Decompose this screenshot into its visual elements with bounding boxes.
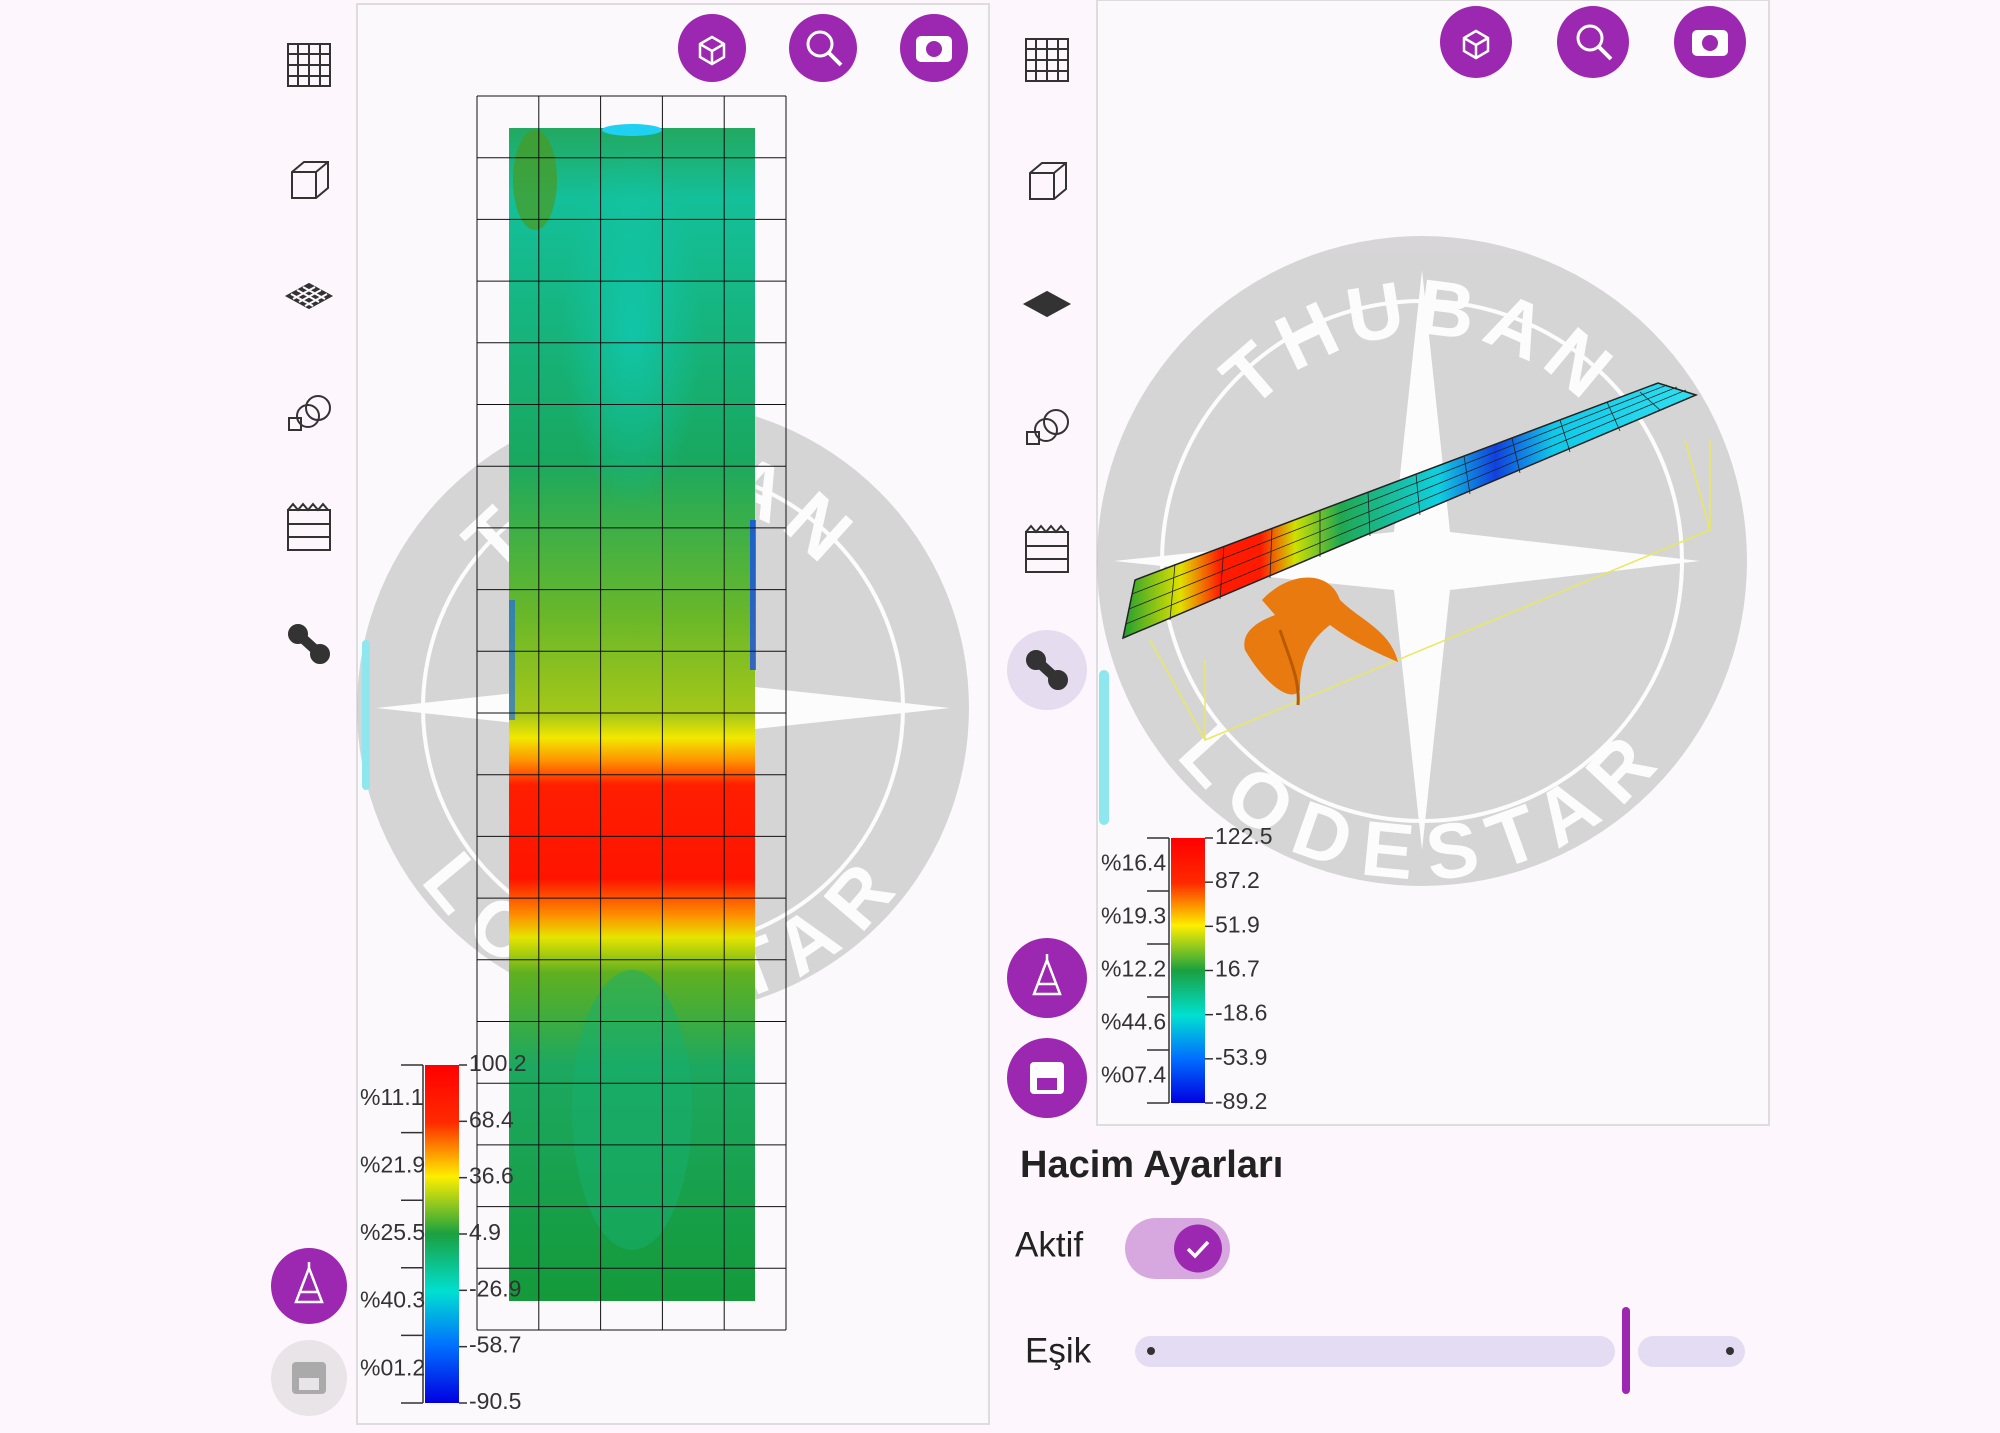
scan-button[interactable]	[1007, 938, 1087, 1018]
threshold-label: Eşik	[1025, 1331, 1092, 1370]
soil-icon[interactable]	[1025, 524, 1069, 573]
legend-percent: %11.1	[360, 1084, 424, 1110]
slider-track[interactable]	[1135, 1336, 1615, 1367]
legend-value: 122.5	[1215, 823, 1273, 849]
check-mark	[1186, 1240, 1210, 1259]
layers-icon[interactable]	[1026, 409, 1069, 445]
top-buttons	[678, 14, 968, 82]
right-view: THUBAN LODESTAR	[1007, 0, 1770, 1126]
legend-percent: %21.9	[360, 1151, 425, 1177]
legend-value: -90.5	[469, 1388, 521, 1414]
legend-value: 68.4	[469, 1106, 514, 1132]
legend-value: -89.2	[1215, 1088, 1267, 1114]
slider-track-end	[1638, 1336, 1745, 1367]
heatmap	[509, 124, 756, 1301]
legend-percent: %16.4	[1101, 850, 1166, 876]
cube-icon[interactable]	[1029, 162, 1067, 200]
soil-icon[interactable]	[287, 502, 331, 551]
scan-button[interactable]	[271, 1248, 347, 1324]
slider-thumb[interactable]	[1622, 1307, 1630, 1394]
view-3d-button[interactable]	[1440, 6, 1512, 78]
toggle-thumb	[1174, 1224, 1222, 1273]
legend-value: -53.9	[1215, 1044, 1267, 1070]
tunnel-icon[interactable]	[288, 624, 330, 664]
layers-icon[interactable]	[288, 395, 331, 431]
top-buttons	[1440, 6, 1746, 78]
volume-settings: Hacim Ayarları Aktif Eşik	[1015, 1144, 1745, 1394]
legend-value: 36.6	[469, 1163, 514, 1189]
grid-icon[interactable]	[287, 43, 331, 87]
settings-title: Hacim Ayarları	[1020, 1144, 1283, 1186]
zoom-reset-button[interactable]	[1557, 6, 1629, 78]
legend-value: 87.2	[1215, 867, 1260, 893]
legend-percent: %19.3	[1101, 903, 1166, 929]
tunnel-icon[interactable]	[1026, 650, 1068, 690]
left-view: THUBAN LODESTAR	[271, 3, 990, 1425]
drawer-handle[interactable]	[1099, 670, 1109, 825]
surface-icon[interactable]	[284, 282, 334, 310]
legend-percent: %01.2	[360, 1354, 425, 1380]
active-label: Aktif	[1015, 1225, 1083, 1264]
legend-value: 100.2	[469, 1050, 527, 1076]
color-legend: 100.2 68.4 36.6 4.9 -26.9 -58.7 -90.5 %11.1 %21.…	[360, 1050, 527, 1414]
volume-3d	[1121, 382, 1711, 741]
legend-percent: %40.3	[360, 1287, 425, 1313]
legend-value: -58.7	[469, 1332, 521, 1358]
legend-percent: %44.6	[1101, 1009, 1166, 1035]
legend-percent: %12.2	[1101, 956, 1166, 982]
color-legend: 122.5 87.2 51.9 16.7 -18.6 -53.9 -89.2 %16.4 %19…	[1101, 823, 1273, 1114]
toggle-knob	[1174, 1224, 1222, 1273]
legend-value: -18.6	[1215, 1000, 1267, 1026]
legend-percent: %25.5	[360, 1219, 425, 1245]
cube-icon[interactable]	[291, 161, 329, 199]
view-3d-button[interactable]	[678, 14, 746, 82]
drawer-handle[interactable]	[362, 640, 370, 790]
zoom-reset-button[interactable]	[789, 14, 857, 82]
legend-value: 51.9	[1215, 911, 1260, 937]
toolbar	[1007, 38, 1087, 710]
legend-percent: %07.4	[1101, 1062, 1166, 1088]
surface-icon[interactable]	[1022, 290, 1072, 318]
legend-value: -26.9	[469, 1275, 521, 1301]
legend-value: 4.9	[469, 1219, 501, 1245]
toolbar	[284, 43, 334, 664]
grid	[476, 95, 787, 1331]
legend-value: 16.7	[1215, 956, 1260, 982]
watermark: THUBAN LODESTAR	[1097, 236, 1747, 897]
grid-icon[interactable]	[1025, 38, 1069, 82]
